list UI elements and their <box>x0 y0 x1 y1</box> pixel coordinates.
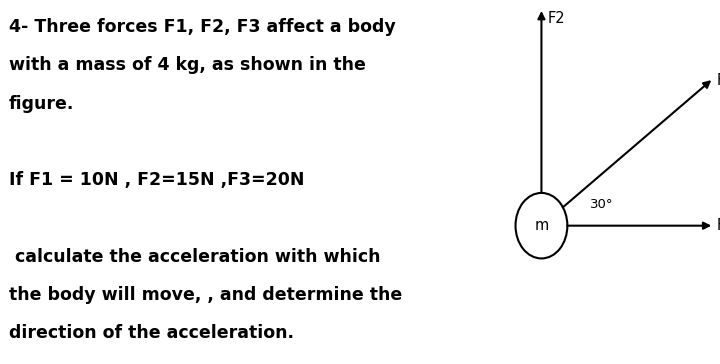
Text: m: m <box>534 218 549 233</box>
Text: the body will move, , and determine the: the body will move, , and determine the <box>9 286 402 304</box>
Text: If F1 = 10N , F2=15N ,F3=20N: If F1 = 10N , F2=15N ,F3=20N <box>9 171 305 189</box>
Text: F2: F2 <box>547 11 564 26</box>
Text: calculate the acceleration with which: calculate the acceleration with which <box>9 248 380 265</box>
Text: 30°: 30° <box>590 198 614 211</box>
Text: F1: F1 <box>717 218 720 233</box>
Text: figure.: figure. <box>9 95 74 112</box>
Text: with a mass of 4 kg, as shown in the: with a mass of 4 kg, as shown in the <box>9 56 366 74</box>
Text: direction of the acceleration.: direction of the acceleration. <box>9 324 294 342</box>
Text: F3: F3 <box>717 72 720 88</box>
Text: 4- Three forces F1, F2, F3 affect a body: 4- Three forces F1, F2, F3 affect a body <box>9 18 396 36</box>
